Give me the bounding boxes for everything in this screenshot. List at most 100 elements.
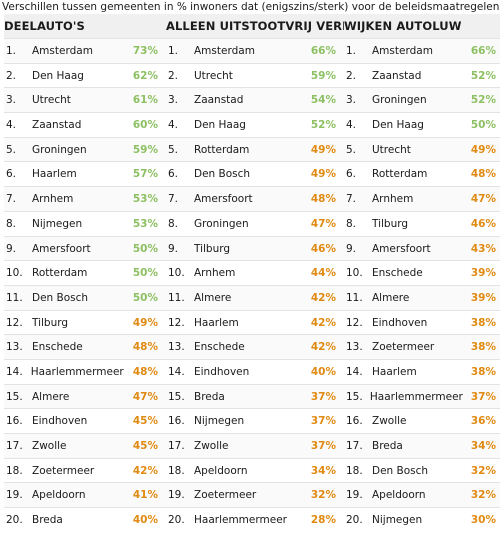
ranking-row: 12. Tilburg 49% bbox=[4, 309, 166, 335]
ranking-row: 6. Haarlem 57% bbox=[4, 161, 166, 186]
percentage-value: 36% bbox=[470, 415, 496, 428]
municipality-name: Den Bosch bbox=[372, 464, 429, 477]
ranking-row: 10. Rotterdam 50% bbox=[4, 260, 166, 285]
rank-number: 19. bbox=[346, 489, 363, 502]
percentage-value: 49% bbox=[310, 143, 336, 156]
percentage-value: 40% bbox=[310, 365, 336, 378]
ranking-row: 11. Almere 39% bbox=[344, 284, 500, 310]
percentage-value: 53% bbox=[132, 193, 158, 206]
municipality-name: Amsterdam bbox=[32, 45, 93, 57]
ranking-row: 19. Zoetermeer 32% bbox=[166, 482, 344, 508]
percentage-value: 39% bbox=[470, 267, 496, 280]
ranking-list: 1. Amsterdam 66% 2. Zaanstad 52% 3. Groningen 52… bbox=[344, 38, 500, 532]
percentage-value: 44% bbox=[310, 267, 336, 280]
municipality-name: Nijmegen bbox=[194, 415, 245, 428]
ranking-row: 13. Zoetermeer 38% bbox=[344, 334, 500, 359]
percentage-value: 48% bbox=[132, 365, 158, 378]
ranking-row: 5. Rotterdam 49% bbox=[166, 136, 344, 162]
rank-number: 7. bbox=[346, 193, 357, 206]
ranking-row: 15. Haarlemmermeer 37% bbox=[344, 383, 500, 409]
percentage-value: 49% bbox=[470, 143, 496, 156]
ranking-row: 16. Eindhoven 45% bbox=[4, 408, 166, 433]
percentage-value: 57% bbox=[132, 168, 158, 181]
percentage-value: 47% bbox=[132, 390, 158, 403]
ranking-row: 1. Amsterdam 66% bbox=[166, 38, 344, 63]
ranking-row: 9. Amersfoort 50% bbox=[4, 235, 166, 261]
municipality-name: Zoetermeer bbox=[32, 464, 95, 477]
percentage-value: 46% bbox=[310, 242, 336, 255]
percentage-value: 32% bbox=[310, 489, 336, 502]
municipality-name: Haarlemmermeer bbox=[369, 390, 463, 403]
percentage-value: 39% bbox=[470, 291, 496, 304]
rank-number: 2. bbox=[168, 69, 179, 82]
rank-number: 15. bbox=[6, 390, 23, 403]
municipality-name: Tilburg bbox=[32, 316, 69, 329]
rank-number: 18. bbox=[346, 464, 363, 477]
ranking-row: 15. Almere 47% bbox=[4, 383, 166, 409]
rank-number: 17. bbox=[6, 440, 23, 452]
rank-number: 4. bbox=[346, 119, 357, 132]
municipality-name: Eindhoven bbox=[372, 316, 428, 329]
ranking-row: 15. Breda 37% bbox=[166, 383, 344, 409]
ranking-list: 1. Amsterdam 66% 2. Utrecht 59% 3. Zaanstad 54% 4… bbox=[166, 38, 344, 532]
percentage-value: 37% bbox=[310, 390, 336, 403]
municipality-name: Nijmegen bbox=[32, 217, 83, 230]
rank-number: 5. bbox=[6, 143, 17, 156]
ranking-row: 2. Utrecht 59% bbox=[166, 62, 344, 88]
rank-number: 18. bbox=[168, 464, 185, 477]
ranking-row: 4. Zaanstad 60% bbox=[4, 112, 166, 137]
percentage-value: 50% bbox=[132, 291, 158, 304]
ranking-row: 9. Amersfoort 43% bbox=[344, 235, 500, 261]
column-title: ALLEEN UITSTOOTVRIJ VERKEER bbox=[166, 14, 376, 38]
municipality-name: Nijmegen bbox=[372, 514, 423, 527]
percentage-value: 52% bbox=[310, 119, 336, 132]
rank-number: 11. bbox=[346, 291, 363, 304]
rank-number: 16. bbox=[346, 415, 363, 428]
ranking-row: 14. Haarlemmermeer 48% bbox=[4, 358, 166, 384]
rank-number: 6. bbox=[168, 168, 179, 181]
rank-number: 8. bbox=[346, 217, 357, 230]
percentage-value: 37% bbox=[310, 440, 336, 452]
municipality-name: Zoetermeer bbox=[372, 341, 435, 354]
percentage-value: 30% bbox=[470, 514, 496, 527]
percentage-value: 59% bbox=[310, 69, 336, 82]
percentage-value: 59% bbox=[132, 143, 158, 156]
percentage-value: 45% bbox=[132, 415, 158, 428]
rank-number: 7. bbox=[6, 193, 17, 206]
municipality-name: Almere bbox=[372, 291, 410, 304]
municipality-name: Haarlem bbox=[194, 316, 239, 329]
percentage-value: 49% bbox=[310, 168, 336, 181]
percentage-value: 38% bbox=[470, 365, 496, 378]
rank-number: 3. bbox=[168, 94, 179, 107]
percentage-value: 38% bbox=[470, 341, 496, 354]
rank-number: 11. bbox=[6, 291, 23, 304]
rank-number: 9. bbox=[346, 242, 357, 255]
rank-number: 5. bbox=[346, 143, 357, 156]
percentage-value: 34% bbox=[470, 440, 496, 452]
municipality-name: Haarlemmermeer bbox=[194, 514, 287, 527]
percentage-value: 49% bbox=[132, 316, 158, 329]
percentage-value: 28% bbox=[310, 514, 336, 527]
rank-number: 13. bbox=[168, 341, 185, 354]
rank-number: 9. bbox=[6, 242, 17, 255]
ranking-row: 19. Apeldoorn 32% bbox=[344, 482, 500, 508]
ranking-row: 17. Breda 34% bbox=[344, 433, 500, 458]
rank-number: 13. bbox=[346, 341, 363, 354]
ranking-row: 4. Den Haag 52% bbox=[166, 112, 344, 137]
ranking-row: 7. Amersfoort 48% bbox=[166, 186, 344, 211]
rank-number: 3. bbox=[346, 94, 357, 107]
municipality-name: Amersfoort bbox=[372, 242, 431, 255]
ranking-row: 20. Haarlemmermeer 28% bbox=[166, 507, 344, 532]
municipality-name: Enschede bbox=[194, 341, 245, 354]
percentage-value: 48% bbox=[470, 168, 496, 181]
column-title: DEELAUTO'S bbox=[4, 14, 166, 38]
municipality-name: Groningen bbox=[372, 94, 427, 107]
rank-number: 18. bbox=[6, 464, 23, 477]
rank-number: 15. bbox=[346, 390, 363, 403]
ranking-row: 11. Den Bosch 50% bbox=[4, 284, 166, 310]
ranking-row: 16. Nijmegen 37% bbox=[166, 408, 344, 433]
rank-number: 15. bbox=[168, 390, 185, 403]
municipality-name: Zaanstad bbox=[194, 94, 244, 107]
municipality-name: Groningen bbox=[194, 217, 249, 230]
ranking-row: 6. Den Bosch 49% bbox=[166, 161, 344, 186]
